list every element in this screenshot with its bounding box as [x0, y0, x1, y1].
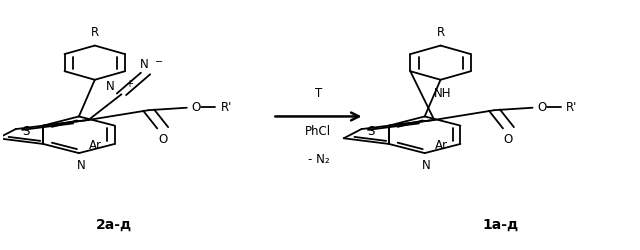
- Text: - N₂: - N₂: [308, 153, 329, 166]
- Text: O: O: [504, 133, 513, 146]
- Text: R': R': [566, 101, 577, 114]
- Text: PhCl: PhCl: [305, 124, 332, 138]
- Text: 1а-д: 1а-д: [483, 218, 519, 232]
- Text: N: N: [106, 80, 115, 93]
- Text: O: O: [537, 101, 547, 114]
- Text: 2а-д: 2а-д: [96, 218, 132, 232]
- Text: O: O: [191, 101, 200, 114]
- Text: NH: NH: [434, 87, 451, 100]
- Text: N: N: [76, 159, 85, 172]
- Text: T: T: [315, 87, 322, 100]
- Text: N: N: [422, 159, 431, 172]
- Text: R': R': [220, 101, 232, 114]
- Text: R: R: [91, 26, 99, 39]
- Text: R: R: [436, 26, 445, 39]
- Text: −: −: [155, 57, 163, 67]
- Text: Ar: Ar: [435, 139, 448, 152]
- Text: Ar: Ar: [89, 139, 102, 152]
- Text: S: S: [368, 124, 375, 138]
- Text: S: S: [22, 124, 29, 138]
- Text: +: +: [125, 79, 132, 89]
- Text: O: O: [158, 133, 167, 146]
- Text: N: N: [140, 58, 148, 71]
